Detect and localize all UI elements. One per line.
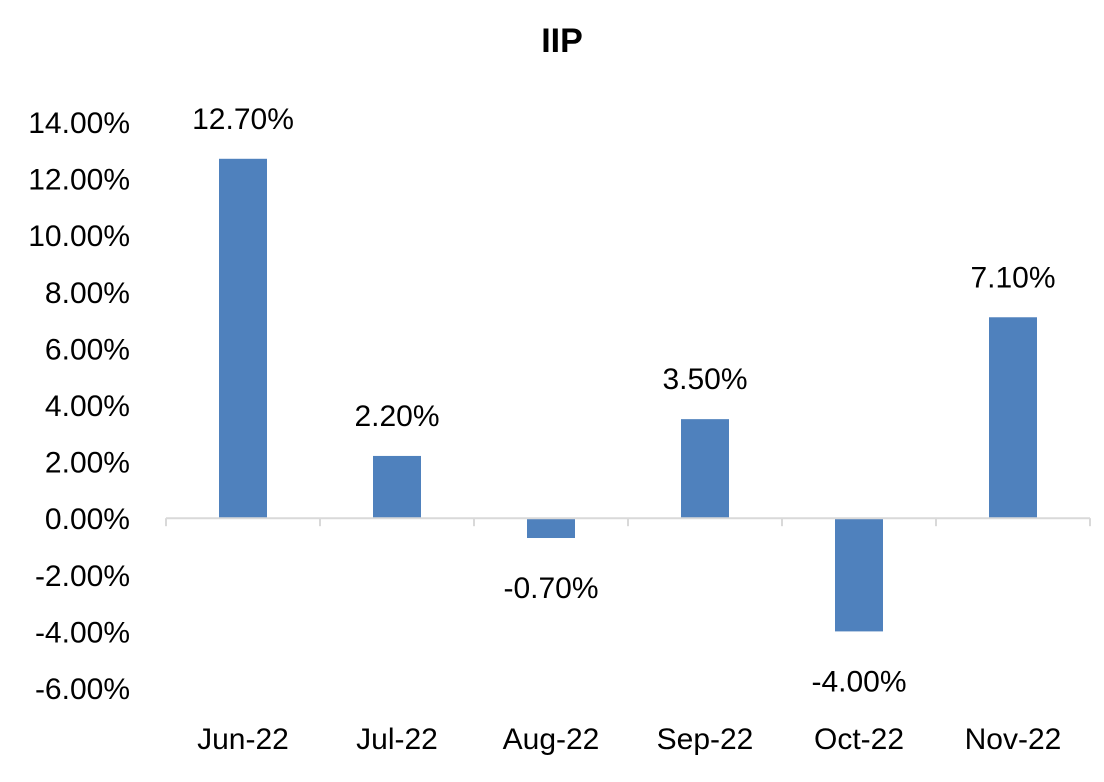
y-axis-tick-labels: 14.00% 12.00% 10.00% 8.00% 6.00% 4.00% 2.00% 0.… xyxy=(28,107,130,706)
y-tick-label: 2.00% xyxy=(45,447,130,480)
bar-nov-22 xyxy=(989,317,1037,519)
y-tick-label: -2.00% xyxy=(35,560,130,593)
data-label: -0.70% xyxy=(503,572,598,605)
y-tick-label: 10.00% xyxy=(28,220,130,253)
y-tick-label: 14.00% xyxy=(28,107,130,140)
chart-title: IIP xyxy=(541,22,583,60)
category-label: Nov-22 xyxy=(965,723,1062,756)
category-label: Aug-22 xyxy=(503,723,600,756)
category-label: Sep-22 xyxy=(657,723,754,756)
data-label: 7.10% xyxy=(970,261,1055,294)
category-label: Jun-22 xyxy=(197,723,289,756)
bar-sep-22 xyxy=(681,419,729,519)
bar-oct-22 xyxy=(835,518,883,632)
y-tick-label: 0.00% xyxy=(45,503,130,536)
data-label: 3.50% xyxy=(662,363,747,396)
bars xyxy=(219,158,1037,632)
category-label: Oct-22 xyxy=(814,723,904,756)
bar-aug-22 xyxy=(527,518,575,539)
y-tick-label: 6.00% xyxy=(45,333,130,366)
y-tick-label: 12.00% xyxy=(28,164,130,197)
y-tick-label: 4.00% xyxy=(45,390,130,423)
data-label: 2.20% xyxy=(354,400,439,433)
data-label: 12.70% xyxy=(192,103,294,136)
x-axis xyxy=(165,517,1091,527)
bar-jun-22 xyxy=(219,158,267,519)
y-tick-label: -4.00% xyxy=(35,616,130,649)
category-label: Jul-22 xyxy=(356,723,438,756)
data-labels: 12.70% 2.20% -0.70% 3.50% -4.00% 7.10% xyxy=(192,103,1055,699)
x-axis-category-labels: Jun-22 Jul-22 Aug-22 Sep-22 Oct-22 Nov-22 xyxy=(197,723,1061,756)
bar-jul-22 xyxy=(373,455,421,519)
y-tick-label: 8.00% xyxy=(45,277,130,310)
data-label: -4.00% xyxy=(811,665,906,698)
y-tick-label: -6.00% xyxy=(35,673,130,706)
